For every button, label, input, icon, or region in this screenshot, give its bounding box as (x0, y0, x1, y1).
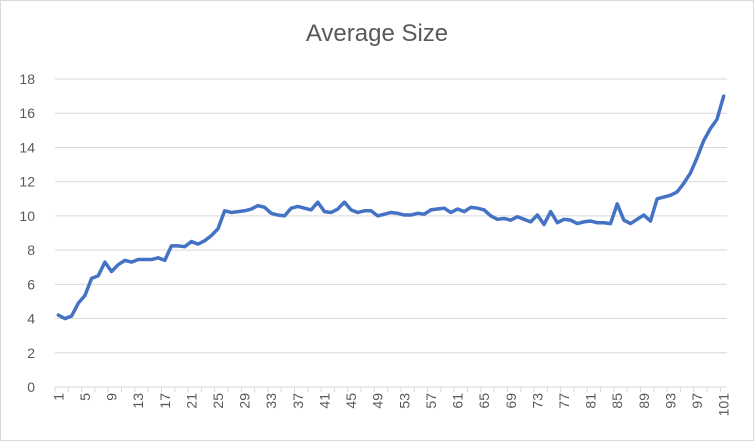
x-tick-label: 61 (450, 393, 466, 409)
y-tick-label: 2 (27, 345, 35, 361)
y-tick-label: 18 (19, 71, 35, 87)
y-axis-labels: 0 2 4 6 8 10 12 14 16 18 (19, 71, 35, 395)
series-line-average-size (56, 94, 726, 321)
y-tick-label: 4 (27, 311, 35, 327)
y-tick-label: 0 (27, 379, 35, 395)
x-tick-label: 17 (157, 393, 173, 409)
x-axis-ticks (54, 387, 721, 392)
y-tick-label: 14 (19, 139, 35, 155)
x-tick-label: 93 (662, 393, 678, 409)
x-tick-label: 29 (237, 393, 253, 409)
x-tick-label: 49 (370, 393, 386, 409)
x-tick-label: 77 (556, 393, 572, 409)
y-tick-label: 16 (19, 105, 35, 121)
y-tick-label: 12 (19, 174, 35, 190)
gridlines (55, 78, 727, 354)
x-tick-label: 85 (609, 393, 625, 409)
x-tick-label: 33 (263, 393, 279, 409)
x-tick-label: 21 (183, 393, 199, 409)
x-tick-label: 81 (583, 393, 599, 409)
x-tick-label: 101 (716, 393, 732, 417)
x-tick-label: 5 (77, 393, 93, 401)
y-tick-label: 8 (27, 242, 35, 258)
x-tick-label: 37 (290, 393, 306, 409)
x-tick-label: 25 (210, 393, 226, 409)
x-tick-label: 69 (503, 393, 519, 409)
y-tick-label: 6 (27, 276, 35, 292)
chart-title: Average Size (305, 20, 449, 47)
x-tick-label: 65 (476, 393, 492, 409)
y-tick-label: 10 (19, 208, 35, 224)
x-tick-label: 97 (689, 393, 705, 409)
x-tick-label: 73 (529, 393, 545, 409)
x-tick-label: 57 (423, 393, 439, 409)
x-axis-labels: 1 5 9 13 17 21 25 29 33 37 41 45 49 53 57 61 65 69 73 77 81 8… (50, 393, 731, 417)
x-tick-label: 13 (130, 393, 146, 409)
x-tick-label: 41 (316, 393, 332, 409)
x-tick-label: 9 (104, 393, 120, 401)
x-tick-label: 1 (50, 393, 66, 401)
x-tick-label: 53 (396, 393, 412, 409)
x-tick-label: 45 (343, 393, 359, 409)
x-tick-label: 89 (636, 393, 652, 409)
